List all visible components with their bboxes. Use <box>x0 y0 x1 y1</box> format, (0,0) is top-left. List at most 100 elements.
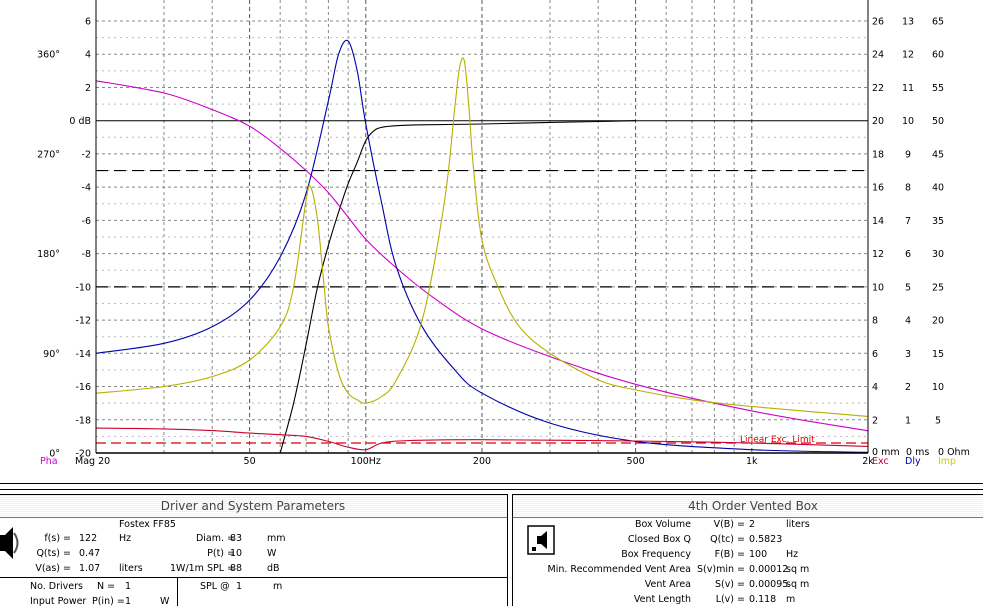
exc-tick-label: 4 <box>872 382 878 393</box>
box-row-label: Box Volume <box>634 519 691 530</box>
imp-tick-label: 25 <box>932 282 944 293</box>
chart-series <box>95 39 869 454</box>
exc-tick-label: 14 <box>872 216 884 227</box>
diam-value[interactable]: 83 <box>230 533 243 544</box>
driver-panel-title: Driver and System Parameters <box>0 495 507 518</box>
series-imp-line <box>95 57 869 417</box>
freq-tick-label: 200 <box>473 456 491 467</box>
input-power-value[interactable]: 1 <box>125 596 132 606</box>
input-power-unit: W <box>160 596 170 606</box>
exc-axis-label: Exc <box>872 456 889 467</box>
box-row-label: Closed Box Q <box>627 534 691 545</box>
series-mag-line <box>279 120 636 454</box>
mag-tick-label: -8 <box>82 249 91 260</box>
mag-tick-label: 4 <box>85 50 91 61</box>
pha-axis-label: Pha <box>40 456 58 467</box>
section-divider <box>177 577 178 606</box>
imp-tick-label: 10 <box>932 382 944 393</box>
mag-tick-label: -6 <box>82 216 91 227</box>
exc-zero-label: 0 mm <box>872 447 900 458</box>
exc-tick-label: 20 <box>872 116 884 127</box>
num-drivers-value[interactable]: 1 <box>125 581 132 592</box>
dly-zero-label: 0 ms <box>906 447 929 458</box>
box-row-unit: Hz <box>786 549 799 560</box>
box-row-value[interactable]: 0.5823 <box>749 534 783 545</box>
box-row-unit: sq m <box>786 579 810 590</box>
fs-label: f(s) = <box>44 533 71 544</box>
fs-unit: Hz <box>119 533 132 544</box>
qts-value[interactable]: 0.47 <box>79 548 101 559</box>
box-row-value[interactable]: 0.118 <box>749 594 777 605</box>
chart-labels: Linear Exc. Limit 6 4 2 0 dB -2 -4 -6 -8 -10 -12 -1… <box>37 17 970 468</box>
chart-reference-lines <box>96 120 868 444</box>
section-divider <box>0 577 507 578</box>
series-dly-line <box>95 39 869 453</box>
dly-tick-label: 13 <box>902 17 914 28</box>
box-row-eq: S(v)min = <box>697 564 745 575</box>
phase-tick-label: 360° <box>37 50 60 61</box>
num-drivers-eq: N = <box>97 581 116 592</box>
box-row-value[interactable]: 2 <box>749 519 756 530</box>
imp-tick-label: 30 <box>932 249 944 260</box>
box-row-value[interactable]: 0.00012 <box>749 564 789 575</box>
pt-label: P(t) = <box>207 548 235 559</box>
vas-label: V(as) = <box>35 563 71 574</box>
phase-tick-label: 0° <box>49 449 60 460</box>
exc-tick-label: 12 <box>872 249 884 260</box>
driver-name: Fostex FF85 <box>119 519 176 530</box>
phase-tick-label: 180° <box>37 249 60 260</box>
spl-unit: dB <box>267 563 280 574</box>
exc-tick-label: 18 <box>872 149 884 160</box>
exc-tick-label: 16 <box>872 183 884 194</box>
dly-tick-label: 2 <box>905 382 911 393</box>
dly-tick-label: 6 <box>905 249 911 260</box>
vented-box-panel: 4th Order Vented Box Box Volume V(B) = 2 li… <box>512 494 983 606</box>
spl-label: 1W/1m SPL = <box>170 563 235 574</box>
exc-tick-label: 10 <box>872 282 884 293</box>
dly-tick-label: 12 <box>902 50 914 61</box>
spl-value[interactable]: 88 <box>230 563 243 574</box>
dly-tick-label: 1 <box>905 415 911 426</box>
box-row-unit: liters <box>786 519 810 530</box>
speaker-icon <box>0 527 19 559</box>
mag-tick-label: -10 <box>75 282 91 293</box>
box-row-eq: L(v) = <box>715 594 745 605</box>
box-row-label: Vent Area <box>644 579 691 590</box>
mag-tick-label: -20 <box>75 449 91 460</box>
imp-axis-label: Imp <box>938 456 956 467</box>
spl-at-unit: m <box>273 581 283 592</box>
box-row-unit: sq m <box>786 564 810 575</box>
input-power-label: Input Power <box>30 596 87 606</box>
box-row-label: Box Frequency <box>621 549 691 560</box>
pt-value[interactable]: 10 <box>230 548 243 559</box>
box-row-unit: m <box>786 594 796 605</box>
dly-tick-label: 10 <box>902 116 914 127</box>
vas-value[interactable]: 1.07 <box>79 563 101 574</box>
spl-at-value[interactable]: 1 <box>236 581 243 592</box>
box-row-value[interactable]: 100 <box>749 549 768 560</box>
fs-value[interactable]: 122 <box>79 533 98 544</box>
imp-tick-label: 55 <box>932 83 944 94</box>
freq-tick-label: 50 <box>244 456 256 467</box>
imp-tick-label: 5 <box>935 415 941 426</box>
linear-exc-limit-label: Linear Exc. Limit <box>740 435 815 445</box>
box-row-label: Vent Length <box>633 594 691 605</box>
dly-tick-label: 4 <box>905 316 911 327</box>
freq-tick-label: 2k <box>862 456 874 467</box>
freq-tick-label: 500 <box>627 456 645 467</box>
imp-tick-label: 50 <box>932 116 944 127</box>
phase-tick-label: 270° <box>37 149 60 160</box>
spl-at-label: SPL @ <box>200 581 230 592</box>
box-row-eq: V(B) = <box>713 519 745 530</box>
box-row-value[interactable]: 0.00095 <box>749 579 789 590</box>
input-power-eq: P(in) = <box>92 596 125 606</box>
dly-tick-label: 11 <box>902 83 914 94</box>
exc-tick-label: 8 <box>872 316 878 327</box>
phase-tick-label: 90° <box>43 349 60 360</box>
series-pha-line <box>95 80 869 432</box>
box-row-eq: S(v) = <box>714 579 745 590</box>
mag-tick-label: -16 <box>75 382 91 393</box>
imp-tick-label: 45 <box>932 149 944 160</box>
mag-tick-label: -14 <box>75 349 91 360</box>
imp-tick-label: 15 <box>932 349 944 360</box>
